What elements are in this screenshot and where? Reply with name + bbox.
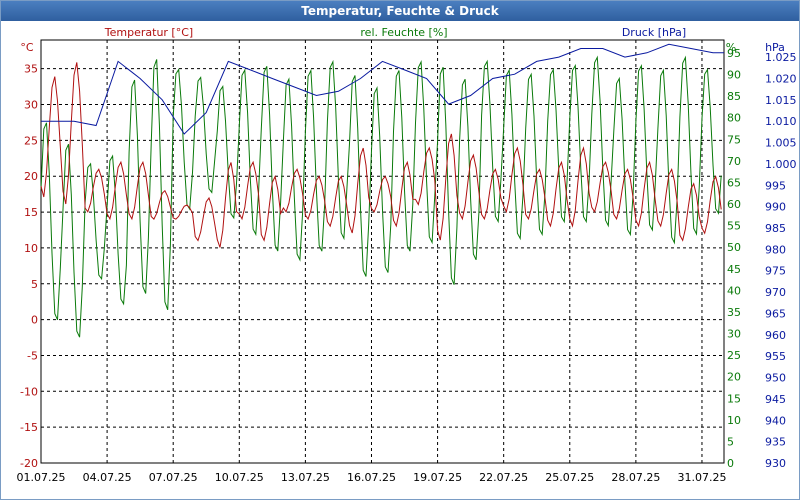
pressure-tick-label: 1.005 [765, 137, 797, 150]
pressure-tick-label: 955 [765, 350, 786, 363]
x-tick-label: 01.07.25 [17, 471, 66, 484]
pressure-tick-label: 950 [765, 372, 786, 385]
temperature-tick-label: -5 [27, 349, 38, 362]
humidity-series-line [40, 55, 722, 338]
humidity-tick-label: 20 [727, 371, 741, 384]
pressure-tick-label: 975 [765, 265, 786, 278]
axis-labels: -20 -15 -10 -5 0 5 10 15 20 25 30 35 01.07.25 04.07.2… [17, 47, 797, 484]
pressure-tick-label: 990 [765, 201, 786, 214]
pressure-tick-label: 965 [765, 307, 786, 320]
humidity-tick-label: 55 [727, 220, 741, 233]
humidity-tick-label: 90 [727, 69, 741, 82]
humidity-tick-label: 35 [727, 306, 741, 319]
pressure-tick-label: 1.015 [765, 94, 797, 107]
temperature-tick-label: 30 [24, 99, 38, 112]
pressure-series-line [41, 43, 724, 135]
pressure-tick-label: 1.020 [765, 72, 797, 85]
humidity-tick-label: 0 [727, 457, 734, 470]
temperature-tick-label: 35 [24, 63, 38, 76]
x-tick-label: 31.07.25 [677, 471, 726, 484]
pressure-tick-label: 1.025 [765, 51, 797, 64]
grid [41, 40, 724, 463]
plot-area [40, 39, 725, 464]
pressure-tick-label: 930 [765, 457, 786, 470]
humidity-tick-label: 50 [727, 241, 741, 254]
humidity-unit: % [726, 41, 736, 54]
humidity-tick-label: 15 [727, 392, 741, 405]
pressure-tick-label: 935 [765, 436, 786, 449]
x-tick-label: 16.07.25 [347, 471, 396, 484]
series-layer [40, 43, 724, 338]
pressure-tick-label: 945 [765, 393, 786, 406]
pressure-tick-label: 940 [765, 414, 786, 427]
humidity-tick-label: 60 [727, 198, 741, 211]
x-tick-label: 25.07.25 [545, 471, 594, 484]
temperature-tick-label: -20 [20, 457, 38, 470]
humidity-tick-label: 10 [727, 414, 741, 427]
temperature-tick-label: -15 [20, 421, 38, 434]
temperature-tick-label: 10 [24, 242, 38, 255]
x-tick-label: 19.07.25 [413, 471, 462, 484]
pressure-axis-title: Druck [hPa] [622, 26, 686, 39]
temperature-unit: °C [20, 41, 34, 54]
humidity-tick-label: 45 [727, 263, 741, 276]
temperature-tick-label: 15 [24, 206, 38, 219]
temperature-tick-label: 20 [24, 170, 38, 183]
window-title: Temperatur, Feuchte & Druck [1, 1, 799, 21]
humidity-axis-title: rel. Feuchte [%] [360, 26, 447, 39]
temperature-tick-label: 25 [24, 134, 38, 147]
pressure-tick-label: 970 [765, 286, 786, 299]
humidity-tick-label: 65 [727, 176, 741, 189]
temperature-tick-label: 0 [31, 314, 38, 327]
humidity-tick-label: 30 [727, 328, 741, 341]
humidity-tick-label: 40 [727, 284, 741, 297]
humidity-tick-label: 75 [727, 133, 741, 146]
x-tick-label: 10.07.25 [215, 471, 264, 484]
humidity-tick-label: 95 [727, 47, 741, 60]
x-tick-label: 07.07.25 [149, 471, 198, 484]
temperature-tick-label: 5 [31, 278, 38, 291]
pressure-tick-label: 980 [765, 243, 786, 256]
pressure-tick-label: 960 [765, 329, 786, 342]
pressure-tick-label: 1.010 [765, 115, 797, 128]
pressure-unit: hPa [765, 41, 785, 54]
pressure-tick-label: 995 [765, 179, 786, 192]
humidity-tick-label: 85 [727, 90, 741, 103]
humidity-tick-label: 5 [727, 435, 734, 448]
pressure-tick-label: 985 [765, 222, 786, 235]
x-tick-label: 28.07.25 [611, 471, 660, 484]
humidity-tick-label: 70 [727, 155, 741, 168]
humidity-tick-label: 80 [727, 112, 741, 125]
temperature-series-line [40, 62, 722, 248]
x-tick-label: 04.07.25 [83, 471, 132, 484]
x-tick-label: 13.07.25 [281, 471, 330, 484]
temperature-axis-title: Temperatur [°C] [104, 26, 193, 39]
temperature-tick-label: -10 [20, 385, 38, 398]
pressure-tick-label: 1.000 [765, 158, 797, 171]
humidity-tick-label: 25 [727, 349, 741, 362]
x-tick-label: 22.07.25 [479, 471, 528, 484]
